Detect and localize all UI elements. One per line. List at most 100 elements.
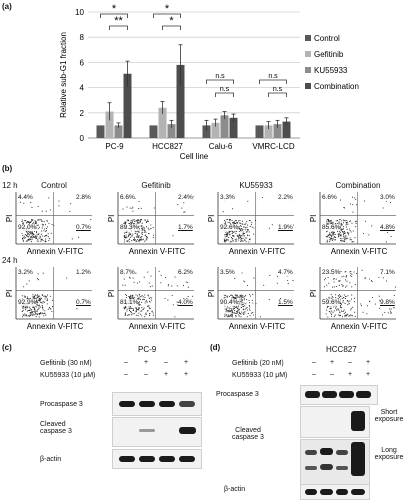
legend-label: Gefitinib: [314, 50, 344, 59]
flow-x-axis-label: Annexin V-FITC: [331, 322, 388, 331]
quadrant-upper-left-pct: 3.5%: [220, 269, 235, 276]
significance-bracket: [162, 25, 181, 30]
bar: [176, 64, 185, 138]
quadrant-upper-right-pct: 2.8%: [76, 194, 91, 201]
y-tick-label: 4: [80, 84, 85, 93]
quadrant-lower-right-pct: 4.8%: [380, 224, 395, 231]
quadrant-lower-right-pct: 1.7%: [178, 224, 193, 231]
flow-x-axis-label: Annexin V-FITC: [229, 322, 286, 331]
panel-d-blot-actin: [300, 484, 370, 500]
flow-y-axis-label: PI: [6, 215, 14, 223]
quadrant-lower-left-pct: 90.4%: [220, 299, 239, 306]
legend-label: KU55933: [314, 66, 348, 75]
flow-y-axis-label: PI: [6, 290, 14, 298]
significance-bracket: [153, 13, 181, 18]
x-tick-label: Calu-6: [209, 142, 233, 151]
flow-x-axis-label: Annexin V-FITC: [27, 322, 84, 331]
flow-plot: Annexin V-FITC PI: [208, 267, 294, 331]
significance-bracket: [259, 79, 287, 84]
flow-y-axis-label: PI: [310, 290, 318, 298]
significance-label: n.s: [220, 86, 230, 93]
bar: [202, 125, 211, 138]
significance-bracket: [109, 25, 128, 30]
legend-label: Control: [314, 34, 340, 43]
panel-c-sign-1-3: –: [164, 359, 168, 366]
panel-c-sign-2-1: –: [124, 371, 128, 378]
flow-y-axis-label: PI: [310, 215, 318, 223]
quadrant-lower-left-pct: 92.6%: [220, 224, 239, 231]
quadrant-lower-right-pct: 0.7%: [76, 224, 91, 231]
quadrant-upper-right-pct: 1.2%: [76, 269, 91, 276]
quadrant-upper-left-pct: 8.7%: [120, 269, 135, 276]
panel-d-treatment-2-label: KU55933 (10 μM): [232, 372, 288, 379]
flow-x-axis-label: Annexin V-FITC: [331, 247, 388, 256]
significance-bracket: [215, 92, 234, 97]
significance-label: *: [165, 3, 170, 15]
quadrant-upper-left-pct: 6.6%: [322, 194, 337, 201]
column-label-control: Control: [41, 181, 67, 190]
quadrant-lower-left-pct: 92.0%: [18, 224, 37, 231]
panel-d-blot-label-cleaved: Cleaved caspase 3: [232, 427, 264, 441]
panel-c-blot-label-cleaved: Cleaved caspase 3: [40, 421, 72, 435]
bar: [114, 125, 123, 138]
legend-swatch: [305, 83, 311, 89]
quadrant-lower-left-pct: 85.6%: [322, 224, 341, 231]
bar: [229, 117, 238, 138]
time-label-12h: 12 h: [2, 181, 18, 190]
panel-c-blot-cleaved: [112, 417, 202, 447]
y-tick-label: 2: [80, 109, 85, 118]
x-tick-label: PC-9: [105, 142, 124, 151]
significance-bracket: [268, 92, 287, 97]
quadrant-lower-left-pct: 92.9%: [18, 299, 37, 306]
quadrant-upper-left-pct: 23.5%: [322, 269, 341, 276]
panel-c-blot-label-actin: β-actin: [40, 456, 62, 463]
quadrant-upper-left-pct: 4.4%: [18, 194, 33, 201]
panel-c-blot-actin: [112, 449, 202, 469]
x-axis-label: Cell line: [180, 152, 209, 160]
flow-x-axis-label: Annexin V-FITC: [27, 247, 84, 256]
column-label-ku55933: KU55933: [239, 181, 273, 190]
panel-c-letter: (c): [2, 343, 12, 352]
quadrant-lower-right-pct: 9.8%: [380, 299, 395, 306]
quadrant-lower-left-pct: 59.6%: [322, 299, 341, 306]
column-label-combination: Combination: [335, 181, 381, 190]
panel-d-blot-procaspase: [300, 385, 378, 405]
flow-x-axis-label: Annexin V-FITC: [129, 322, 186, 331]
bar: [158, 107, 167, 138]
significance-bracket: [206, 79, 234, 84]
flow-y-axis-label: PI: [208, 215, 216, 223]
panel-c-sign-1-2: +: [144, 359, 149, 366]
panel-c-sign-1-4: +: [184, 359, 189, 366]
panel-c-sign-2-2: –: [144, 371, 148, 378]
y-tick-label: 10: [75, 8, 84, 17]
quadrant-upper-right-pct: 4.7%: [278, 269, 293, 276]
flow-plot: Annexin V-FITC PI: [108, 267, 194, 331]
legend-label: Combination: [314, 82, 359, 91]
bar: [96, 125, 105, 138]
sub-g1-bar-chart: 0 2 4 6 8 10 Relative sub-G1 fraction PC-9 HCC82…: [59, 3, 359, 160]
flow-y-axis-label: PI: [208, 290, 216, 298]
significance-label: *: [169, 15, 174, 27]
panel-c-sign-2-3: +: [164, 371, 169, 378]
bar: [273, 124, 282, 138]
bar: [105, 111, 114, 138]
bar: [264, 125, 273, 138]
panel-d-exposure-long: Long exposure: [374, 447, 404, 461]
panel-c-title: PC-9: [138, 345, 157, 354]
panel-c-treatment-2-label: KU55933 (10 μM): [40, 372, 96, 379]
quadrant-upper-left-pct: 3.3%: [220, 194, 235, 201]
panel-d-sign-2-4: +: [366, 371, 371, 378]
x-tick-label: HCC827: [152, 142, 183, 151]
panel-c-blot-procaspase: [112, 392, 202, 416]
panel-d-sign-1-3: –: [348, 359, 352, 366]
panel-c-treatment-1-label: Gefitinib (30 nM): [40, 360, 92, 367]
bar: [167, 124, 176, 138]
bar: [282, 121, 291, 138]
panel-d-blot-label-procaspase: Procaspase 3: [216, 391, 259, 398]
panel-d-sign-1-2: +: [330, 359, 335, 366]
column-label-gefitinib: Gefitinib: [141, 181, 171, 190]
bar: [149, 125, 158, 138]
significance-label: **: [114, 15, 123, 27]
quadrant-upper-right-pct: 2.2%: [278, 194, 293, 201]
panel-b-letter: (b): [2, 164, 13, 173]
